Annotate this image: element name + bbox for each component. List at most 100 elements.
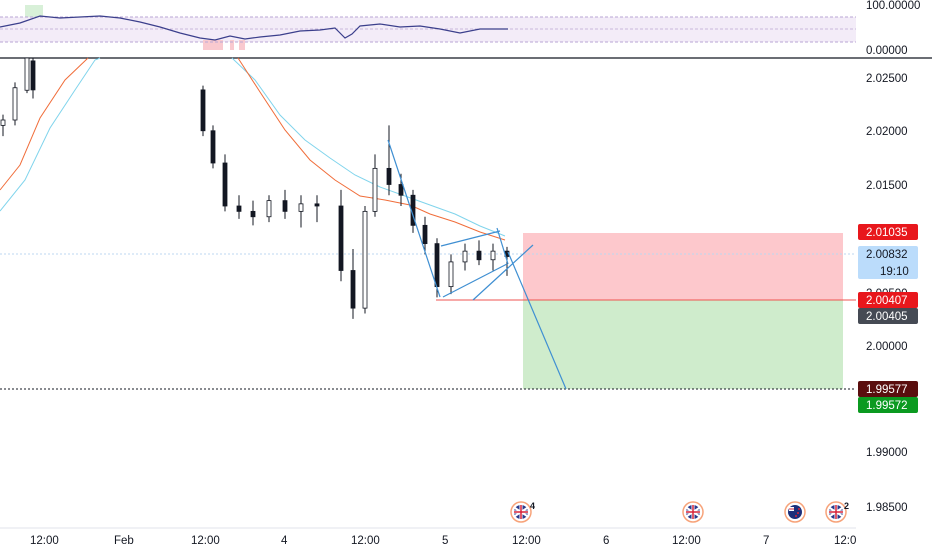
rsi-oversold-marker bbox=[230, 40, 234, 50]
candle bbox=[462, 243, 468, 271]
countdown-label: 19:10 bbox=[880, 266, 909, 278]
entry-line-label: 2.00407 bbox=[866, 295, 908, 307]
candle bbox=[200, 85, 206, 137]
price-tick-label: 1.99000 bbox=[866, 447, 908, 459]
candle bbox=[350, 249, 356, 319]
candle-body bbox=[250, 210, 256, 218]
wedge-upper-line[interactable] bbox=[440, 230, 501, 247]
candle bbox=[314, 195, 320, 223]
price-tick-label: 2.02500 bbox=[866, 73, 908, 85]
take-profit-zone[interactable] bbox=[523, 300, 843, 389]
target-line-badge bbox=[858, 381, 918, 397]
candle-body bbox=[24, 57, 30, 91]
time-tick-label: Feb bbox=[114, 535, 134, 547]
candle bbox=[250, 200, 256, 226]
price-tick-label: 2.02000 bbox=[866, 126, 908, 138]
event-marker[interactable]: 2 bbox=[825, 501, 849, 523]
event-marker[interactable] bbox=[784, 501, 806, 523]
candle bbox=[362, 206, 368, 314]
candle-body bbox=[12, 87, 18, 121]
slow-moving-average bbox=[231, 57, 506, 237]
fast-moving-average bbox=[0, 57, 89, 191]
candle-body bbox=[350, 270, 356, 309]
event-count: 2 bbox=[844, 501, 849, 511]
price-tick-label: 1.98500 bbox=[866, 502, 908, 514]
candle-body bbox=[222, 162, 228, 207]
candle-body bbox=[200, 89, 206, 132]
candle-body bbox=[372, 167, 378, 212]
candle bbox=[372, 154, 378, 217]
candle bbox=[12, 82, 18, 126]
wedge-lower-line[interactable] bbox=[442, 263, 508, 298]
time-tick-label: 4 bbox=[281, 535, 288, 547]
candle bbox=[266, 195, 272, 223]
candle-body bbox=[282, 200, 288, 212]
candle bbox=[30, 58, 36, 99]
candle-body bbox=[398, 184, 404, 196]
rsi-overbought-marker bbox=[25, 5, 43, 17]
stop-price-badge bbox=[858, 224, 918, 240]
candle bbox=[476, 240, 482, 266]
rsi-axis-label: 100.00000 bbox=[866, 0, 920, 12]
price-tick-label: 2.00000 bbox=[866, 341, 908, 353]
fast-moving-average bbox=[237, 57, 506, 241]
candle bbox=[24, 57, 30, 94]
slow-moving-average bbox=[0, 57, 101, 212]
candle-body bbox=[338, 205, 344, 271]
time-tick-label: 12:00 bbox=[30, 535, 59, 547]
candle-body bbox=[314, 203, 320, 207]
time-tick-label: 6 bbox=[603, 535, 609, 547]
time-tick-label: 12:00 bbox=[512, 535, 541, 547]
projection-line[interactable] bbox=[507, 251, 567, 390]
candle bbox=[490, 243, 496, 271]
event-count: 4 bbox=[530, 501, 535, 511]
candle bbox=[298, 195, 304, 228]
candle bbox=[282, 189, 288, 219]
candle bbox=[236, 195, 242, 219]
candlestick-series[interactable] bbox=[0, 57, 510, 319]
candle-body bbox=[490, 250, 496, 261]
time-tick-label: 5 bbox=[442, 535, 448, 547]
uk-flag-icon bbox=[686, 505, 700, 519]
rsi-line bbox=[0, 15, 508, 41]
trend-line[interactable] bbox=[387, 139, 441, 298]
candle bbox=[222, 154, 228, 212]
entry-line-badge bbox=[858, 292, 918, 308]
wedge-extension-line[interactable] bbox=[496, 227, 509, 265]
candle-body bbox=[462, 250, 468, 263]
candle-body bbox=[30, 60, 36, 91]
candle bbox=[422, 216, 428, 255]
rsi-oversold-marker bbox=[239, 40, 245, 50]
uk-flag-icon bbox=[514, 505, 528, 519]
time-tick-label: 12:0 bbox=[834, 535, 856, 547]
event-marker[interactable]: 4 bbox=[510, 501, 535, 523]
nz-flag-icon bbox=[788, 505, 802, 519]
candle-body bbox=[448, 261, 454, 288]
current-price-label: 2.00832 bbox=[866, 249, 908, 261]
candle bbox=[0, 114, 6, 137]
candle bbox=[210, 125, 216, 169]
candle bbox=[338, 189, 344, 282]
candle-body bbox=[362, 210, 368, 309]
projection-line[interactable] bbox=[472, 244, 534, 301]
candle-body bbox=[422, 224, 428, 245]
time-tick-label: 12:00 bbox=[672, 535, 701, 547]
price-tick-label: 2.01500 bbox=[866, 180, 908, 192]
time-tick-label: 12:00 bbox=[351, 535, 380, 547]
event-marker[interactable] bbox=[682, 501, 704, 523]
target-price-label: 1.99572 bbox=[866, 400, 908, 412]
target-line-label: 1.99577 bbox=[866, 384, 908, 396]
entry-price-label: 2.00405 bbox=[866, 311, 908, 323]
candle bbox=[386, 125, 392, 196]
stop-price-label: 2.01035 bbox=[866, 227, 908, 239]
uk-flag-icon bbox=[829, 505, 843, 519]
time-tick-label: 7 bbox=[763, 535, 769, 547]
rsi-oversold-marker bbox=[203, 40, 223, 50]
rsi-axis-label: 0.00000 bbox=[866, 45, 908, 57]
candle-body bbox=[210, 130, 216, 164]
stop-loss-zone[interactable] bbox=[523, 233, 843, 300]
target-price-badge bbox=[858, 397, 918, 413]
candle bbox=[448, 254, 454, 295]
